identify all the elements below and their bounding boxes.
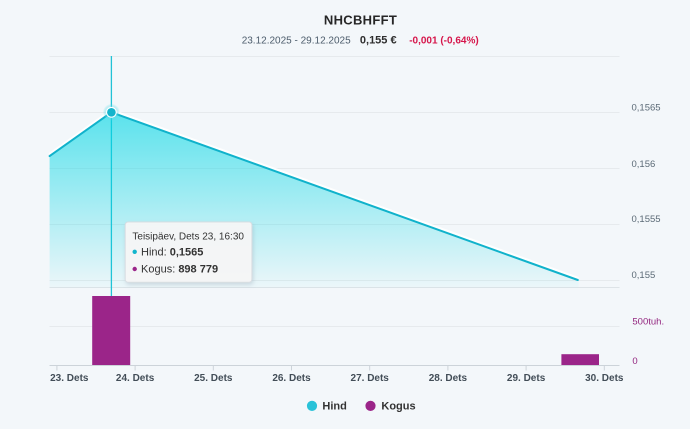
svg-text:29. Dets: 29. Dets bbox=[507, 373, 546, 384]
svg-text:0,1555: 0,1555 bbox=[632, 214, 661, 225]
svg-text:500tuh.: 500tuh. bbox=[632, 317, 664, 328]
svg-text:30. Dets: 30. Dets bbox=[585, 373, 624, 384]
svg-text:23. Dets: 23. Dets bbox=[50, 373, 89, 384]
svg-text:0,1565: 0,1565 bbox=[632, 103, 661, 114]
svg-text:-0,001 (-0,64%): -0,001 (-0,64%) bbox=[409, 36, 478, 47]
svg-text:26. Dets: 26. Dets bbox=[272, 373, 311, 384]
svg-text:Hind: 0,1565: Hind: 0,1565 bbox=[141, 247, 203, 259]
svg-text:NHCBHFFT: NHCBHFFT bbox=[324, 13, 397, 28]
svg-text:0,155: 0,155 bbox=[632, 270, 656, 281]
svg-text:28. Dets: 28. Dets bbox=[429, 373, 468, 384]
svg-text:24. Dets: 24. Dets bbox=[116, 373, 155, 384]
svg-text:23.12.2025 - 29.12.2025: 23.12.2025 - 29.12.2025 bbox=[242, 36, 351, 47]
svg-text:0,156: 0,156 bbox=[632, 159, 656, 170]
svg-text:0,155 €: 0,155 € bbox=[360, 35, 397, 47]
svg-text:27. Dets: 27. Dets bbox=[351, 373, 390, 384]
svg-text:0: 0 bbox=[632, 356, 637, 367]
svg-text:Hind: Hind bbox=[322, 401, 346, 413]
svg-text:25. Dets: 25. Dets bbox=[194, 373, 233, 384]
svg-text:Teisipäev, Dets 23, 16:30: Teisipäev, Dets 23, 16:30 bbox=[132, 232, 244, 243]
svg-text:Kogus: 898 779: Kogus: 898 779 bbox=[141, 264, 218, 276]
svg-text:Kogus: Kogus bbox=[381, 401, 415, 413]
